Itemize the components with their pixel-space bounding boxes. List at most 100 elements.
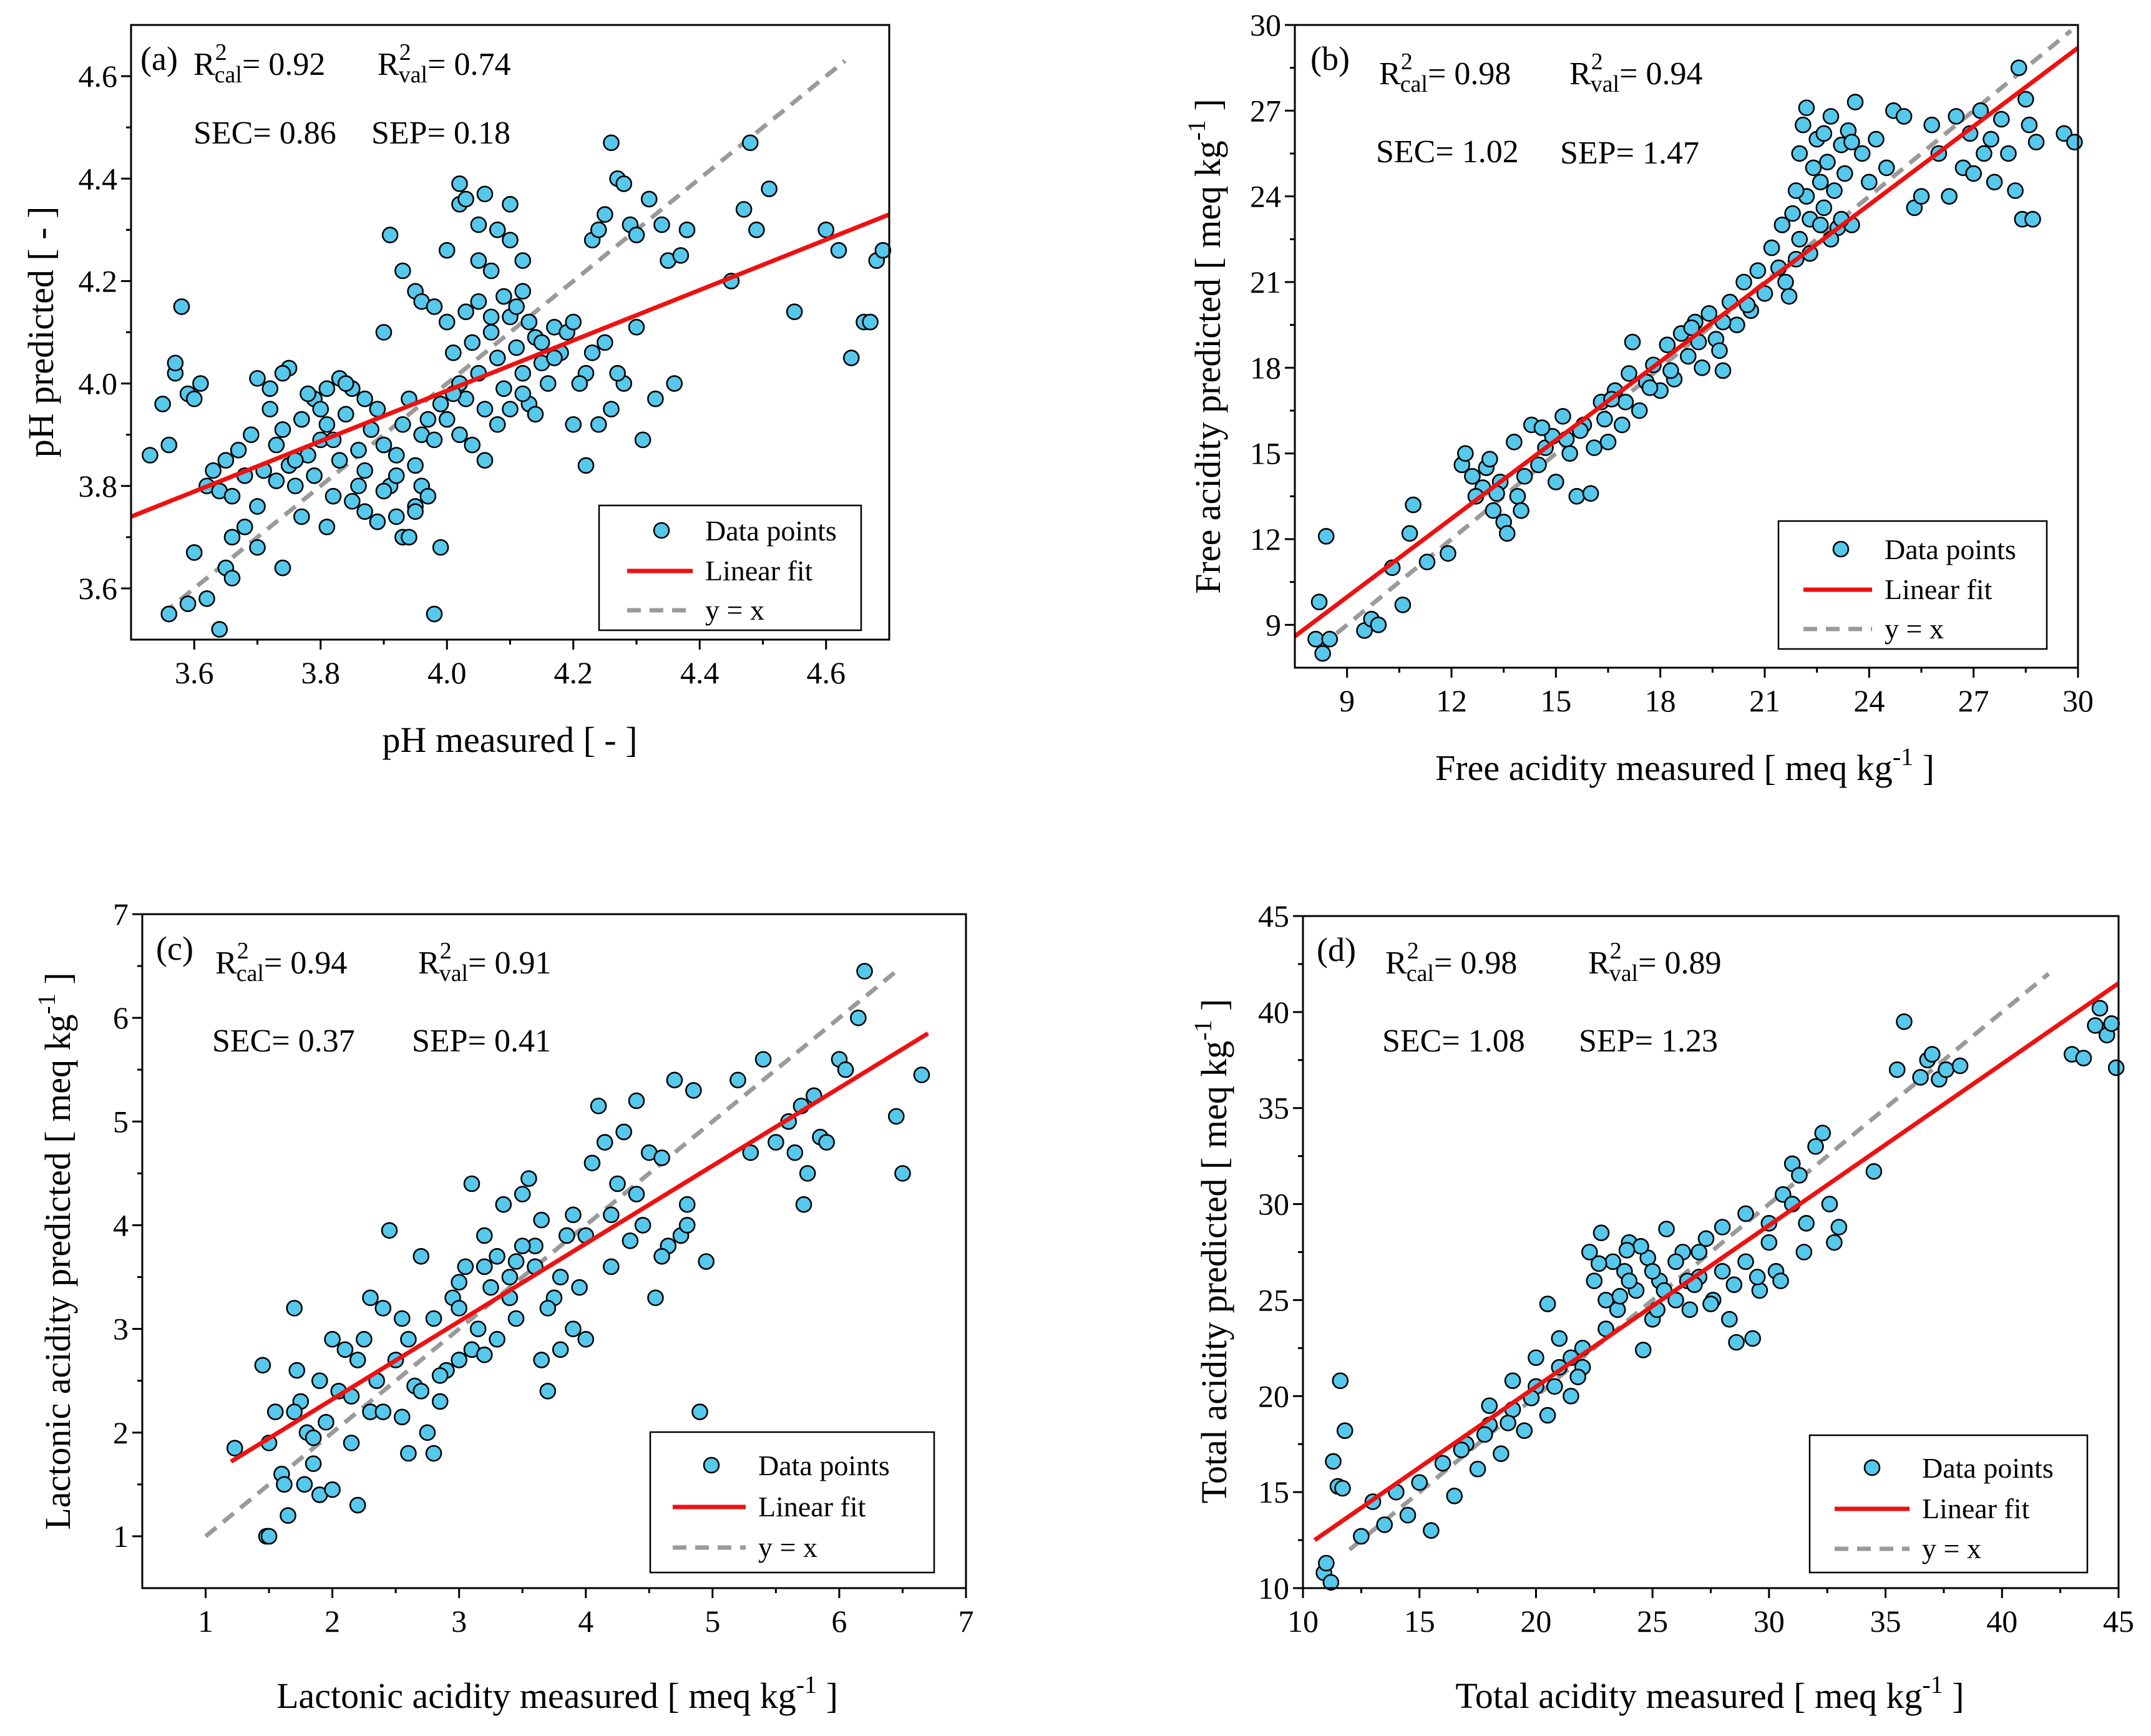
panel-c-data-point: [412, 1248, 430, 1265]
panel-b-data-point: [1631, 402, 1648, 419]
panel-c-data-point: [296, 1476, 313, 1493]
panel-b-x-tick-label: 12: [1436, 683, 1467, 718]
panel-d-y-tick-label: 40: [1258, 995, 1289, 1030]
panel-d-data-point: [1469, 1460, 1486, 1478]
panel-a-data-point: [666, 375, 683, 392]
panel-a-r2cal: R2 cal= 0.92: [193, 39, 325, 88]
panel-d-data-point: [1830, 1219, 1848, 1236]
panel-d-data-point: [1760, 1234, 1778, 1251]
panel-d-ticks: 10 15 20 25 30 35 40 45 10 15 20 25 30 35 40 45: [1258, 899, 2134, 1639]
panel-a-frame: [130, 24, 890, 641]
panel-b-x-tick-label: 27: [1958, 683, 1989, 718]
panel-b-legend-point-marker: [1832, 540, 1850, 558]
panel-c-data-point: [305, 1429, 322, 1446]
panel-d-data-point: [1821, 1196, 1838, 1212]
panel-b-data-point: [1826, 182, 1843, 199]
panel-d-data-point: [2075, 1050, 2092, 1067]
panel-a-y-tick-label: 4.4: [79, 161, 118, 196]
panel-d-data-point: [1539, 1295, 1556, 1312]
panel-b-data-point: [1815, 125, 1833, 142]
panel-b-data-point: [1913, 188, 1930, 205]
panel-a-data-point: [653, 216, 670, 233]
panel-b-data-point: [1394, 596, 1412, 613]
panel-c-y-tick-label: 7: [113, 897, 129, 932]
panel-c-data-point: [463, 1175, 480, 1192]
panel-c-legend-point-marker: [703, 1456, 720, 1474]
panel-b-data-point: [1485, 502, 1502, 519]
panel-b-data-point: [2000, 145, 2017, 162]
panel-c-data-point: [628, 1186, 645, 1202]
panel-b-x-tick-label: 30: [2062, 683, 2094, 718]
panel-a-data-point: [375, 324, 393, 341]
panel-b-data-point: [1582, 485, 1599, 502]
panel-d-data-point: [2103, 1015, 2120, 1032]
panel-c-data-point: [856, 963, 873, 980]
panel-d-data-point: [1737, 1205, 1754, 1222]
panel-d-data-point: [1658, 1221, 1675, 1237]
panel-c-data-point: [280, 1507, 296, 1524]
panel-a-data-point: [520, 313, 538, 331]
panel-a-data-point: [318, 519, 336, 535]
panel-a-data-point: [160, 436, 178, 454]
panel-a-data-point: [249, 539, 266, 556]
panel-d-data-point: [1826, 1234, 1843, 1251]
panel-d-data-point: [1951, 1057, 1969, 1075]
panel-a-data-point: [293, 411, 310, 428]
panel-b-data-point: [1683, 319, 1700, 336]
panel-d-x-tick-label: 20: [1520, 1604, 1551, 1639]
panel-b-x-tick-label: 21: [1749, 683, 1780, 718]
panel-d-legend-data-points: Data points: [1922, 1452, 2054, 1484]
panel-c-identity-line: [204, 969, 898, 1538]
panel-d-data-point: [1923, 1046, 1941, 1063]
panel-a-data-point: [426, 605, 443, 623]
panel-d-x-tick-label: 25: [1637, 1604, 1668, 1639]
panel-d-data-point: [1586, 1272, 1603, 1289]
panel-a-data-point: [464, 436, 481, 454]
panel-b-legend-linear-fit: Linear fit: [1885, 573, 1992, 605]
panel-b-data-point: [1513, 502, 1529, 519]
panel-a-data-point: [502, 195, 519, 213]
panel-c-fit-line: [230, 1031, 929, 1464]
panel-d-y-tick-label: 35: [1258, 1091, 1289, 1126]
panel-c-data-point: [634, 1217, 651, 1234]
panel-b-data-point: [1923, 116, 1941, 134]
panel-b-data-point: [1641, 379, 1659, 396]
panel-b-data-point: [1878, 159, 1895, 177]
panel-b-data-point: [1941, 188, 1958, 205]
panel-c-data-point: [457, 1258, 474, 1275]
panel-c-data-point: [318, 1413, 334, 1431]
panel-a: 3.6 3.8 4.0 4.2 4.4 4.6 3.6 3.8 4.0 4.2 4.4 4.6 (a)…: [21, 24, 892, 760]
panel-b-data-point: [1561, 445, 1578, 462]
panel-d-data-point: [1814, 1124, 1832, 1142]
panel-c-data-point: [260, 1528, 278, 1545]
panel-c-y-tick-label: 3: [113, 1312, 129, 1347]
panel-b-data-point: [1548, 474, 1564, 490]
panel-d-data-point: [1737, 1253, 1754, 1270]
panel-c-data-point: [888, 1108, 905, 1125]
panel-c-data-point: [324, 1481, 341, 1498]
panel-b-data-point: [1965, 165, 1982, 182]
panel-a-data-point: [394, 262, 411, 280]
panel-a-data-point: [293, 508, 310, 525]
panel-a-data-point: [508, 298, 525, 315]
panel-c-data-point: [489, 1330, 505, 1348]
panel-d-y-tick-label: 10: [1258, 1571, 1289, 1606]
panel-b-data-point: [1795, 116, 1812, 134]
panel-d-y-tick-label: 30: [1258, 1187, 1289, 1222]
panel-a-data-point: [482, 324, 500, 341]
panel-a-data-point: [375, 436, 393, 454]
panel-a-data-point: [192, 375, 209, 392]
panel-d-data-point: [1714, 1219, 1731, 1236]
panel-a-data-point: [160, 605, 178, 623]
panel-b-data-point: [2017, 90, 2034, 108]
panel-c-data-point: [412, 1383, 430, 1400]
panel-a-ticks: 3.6 3.8 4.0 4.2 4.4 4.6 3.6 3.8 4.0 4.2 4.4 4.6: [79, 59, 846, 690]
panel-a-legend-box: [598, 504, 862, 631]
panel-d-y-axis-label: Total acidity predicted [ meq kg-1 ]: [1189, 999, 1234, 1504]
panel-b-legend-data-points: Data points: [1885, 534, 2016, 565]
panel-a-data-point: [223, 570, 241, 587]
panel-a-legend-point-marker: [653, 522, 670, 539]
panel-d-data-point: [1325, 1453, 1342, 1470]
panel-c-data-point: [476, 1258, 493, 1275]
panel-d-points: [1315, 1000, 2125, 1591]
